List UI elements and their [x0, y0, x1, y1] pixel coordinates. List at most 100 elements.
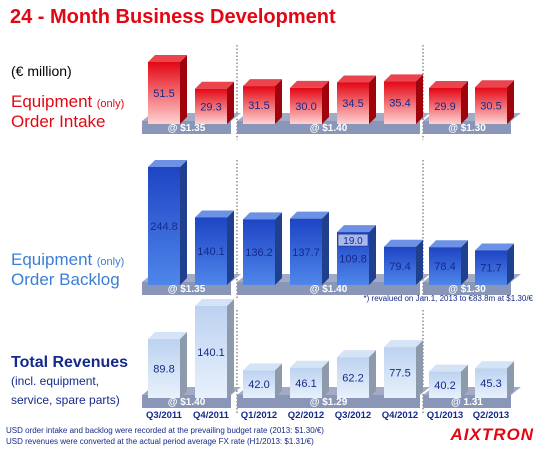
fx-band: [423, 395, 511, 408]
bar: [290, 367, 322, 398]
order-backlog-label: Equipment (only) Order Backlog: [11, 250, 124, 291]
fx-band-label: @ $1.29: [310, 397, 348, 408]
bar-side: [416, 239, 423, 285]
fx-band: [142, 121, 231, 134]
unit-label: (€ million): [11, 63, 72, 79]
order-intake-name: Equipment: [11, 92, 93, 111]
bar: [148, 339, 180, 398]
order-intake-name2: Order Intake: [11, 112, 106, 132]
bar-side: [275, 212, 282, 285]
bar: [429, 247, 461, 285]
bar-side: [275, 363, 282, 398]
revenues-label: Total Revenues (incl. equipment, service…: [11, 354, 128, 409]
bar: [195, 217, 227, 285]
order-backlog-qualifier: (only): [96, 256, 125, 268]
page-title: 24 - Month Business Development: [10, 6, 336, 28]
fx-band: [237, 395, 420, 408]
bar: [148, 62, 180, 124]
bar-side: [461, 240, 468, 285]
bar-top: [290, 211, 329, 219]
category-label: Q4/2012: [382, 410, 418, 421]
bar: [148, 167, 180, 285]
bar-top: [337, 350, 376, 358]
data-label: 140.1: [197, 246, 225, 258]
data-label: 51.5: [153, 88, 174, 100]
bar: [195, 306, 227, 398]
bar-top: [195, 81, 234, 89]
bar-side: [369, 350, 376, 398]
category-label: Q3/2012: [335, 410, 371, 421]
footnote-1: USD order intake and backlog were record…: [6, 426, 324, 435]
fx-band-label: @ $1.40: [310, 284, 348, 295]
fx-band-label: @ $1.30: [448, 123, 486, 134]
fx-band-label: @ $1.35: [168, 284, 206, 295]
fx-band-top: [237, 274, 430, 282]
data-label: 35.4: [389, 98, 410, 110]
bar-top: [475, 243, 514, 251]
bar-side: [180, 55, 187, 124]
bar-side: [180, 160, 187, 285]
data-label: 62.2: [342, 373, 363, 385]
category-label: Q1/2013: [427, 410, 463, 421]
bar: [475, 250, 507, 285]
data-label: 42.0: [248, 379, 269, 391]
bar-top: [384, 74, 423, 82]
bar-top: [243, 363, 282, 371]
bar-side: [507, 80, 514, 124]
bar: [384, 347, 416, 398]
bar-side: [322, 211, 329, 285]
data-label: 79.4: [389, 261, 410, 273]
order-intake-qualifier: (only): [96, 98, 125, 110]
bar-top: [148, 160, 187, 167]
data-label: 40.2: [434, 380, 455, 392]
bar-side: [322, 360, 329, 398]
data-label: 29.9: [434, 101, 455, 113]
bar: [243, 86, 275, 124]
bar-side: [369, 225, 376, 285]
fx-band: [237, 121, 420, 134]
bar-top: [243, 212, 282, 220]
aixtron-logo: AIXTRON: [450, 425, 534, 444]
data-label: 137.7: [292, 247, 320, 259]
data-label: 77.5: [389, 368, 410, 380]
data-label: 71.7: [480, 263, 501, 275]
bar: [384, 246, 416, 285]
bar: [337, 357, 369, 398]
bar-side: [461, 364, 468, 398]
bar-top: [429, 240, 468, 248]
data-label: 78.4: [434, 261, 455, 273]
bar-top: [290, 80, 329, 88]
bar-side: [227, 299, 234, 398]
bar-top: [384, 340, 423, 348]
bar-side: [461, 81, 468, 124]
data-label: 29.3: [200, 101, 221, 113]
data-label: 45.3: [480, 378, 501, 390]
bar: [243, 219, 275, 285]
category-label: Q4/2011: [193, 410, 230, 421]
data-label: 136.2: [245, 247, 273, 259]
order-backlog-name: Equipment: [11, 250, 93, 269]
bar-side: [322, 80, 329, 124]
revenues-name: Total Revenues: [11, 354, 129, 371]
bar-side: [369, 75, 376, 124]
category-label: Q2/2013: [473, 410, 509, 421]
order-intake-label: Equipment (only) Order Intake: [11, 92, 124, 133]
bar: [290, 87, 322, 124]
bar-top: [475, 361, 514, 369]
bar: [384, 81, 416, 124]
bar-side: [416, 340, 423, 398]
category-label: Q3/2011: [146, 410, 183, 421]
bar: [290, 218, 322, 285]
order-backlog-name2: Order Backlog: [11, 270, 120, 290]
bar-top: [290, 360, 329, 368]
fx-band: [423, 282, 511, 295]
bar-side: [227, 81, 234, 124]
data-label: 34.5: [342, 98, 363, 110]
bar-top: [429, 81, 468, 89]
data-label: 30.0: [295, 101, 316, 113]
fx-band-label: @ $1.30: [448, 284, 486, 295]
annotation-label: 19.0: [343, 236, 363, 247]
revenues-sub2: service, spare parts): [11, 392, 120, 407]
bar-top: [148, 332, 187, 340]
